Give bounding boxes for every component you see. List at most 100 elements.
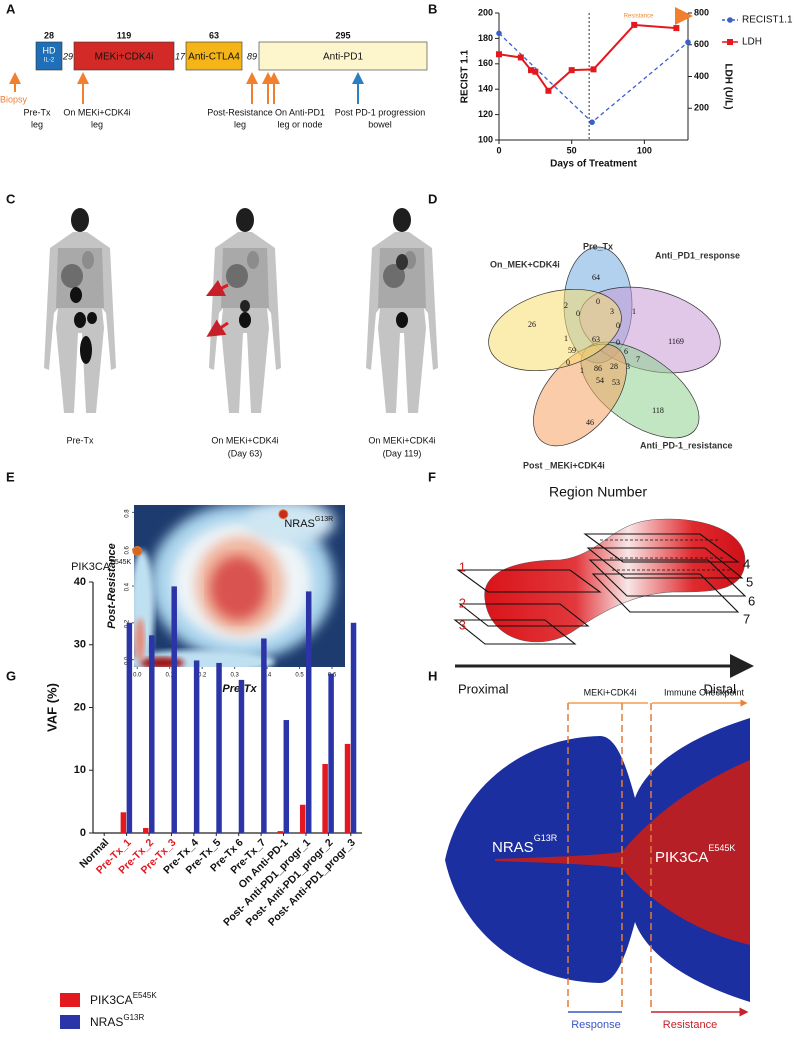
x-tick-label: 50 — [567, 145, 577, 155]
region-title: Region Number — [549, 484, 647, 500]
venn-set — [533, 343, 627, 447]
venn-count: 46 — [586, 418, 594, 427]
x-tick-label: 0.3 — [230, 673, 239, 679]
x-axis-title: Days of Treatment — [550, 159, 637, 170]
bar — [322, 763, 328, 833]
label: NRASG13R — [284, 516, 333, 530]
venn-count: 86 — [594, 364, 602, 373]
venn-count: 6 — [624, 347, 628, 356]
y-axis-title: RECIST 1.1 — [460, 49, 471, 103]
y-tick-label: 0.8 — [125, 509, 131, 518]
legend-marker — [727, 39, 733, 45]
venn-set-label: Anti_PD1_response — [655, 250, 740, 260]
gap-days: 17 — [175, 51, 186, 61]
region-number: 6 — [748, 593, 755, 608]
marker — [517, 54, 524, 61]
venn-count: 63 — [592, 335, 600, 344]
lesion — [80, 336, 92, 364]
region-number: 2 — [459, 595, 466, 610]
scan-image — [366, 208, 438, 413]
y-tick-label: 20 — [74, 701, 86, 713]
legend-swatch — [60, 1015, 80, 1029]
point — [278, 509, 289, 520]
clone-name: NRAS — [492, 839, 534, 856]
label: PIK3CAE545K — [90, 991, 157, 1007]
biopsy-name: Post PD-1 progression — [335, 107, 426, 117]
y2-tick-label: 200 — [694, 103, 709, 113]
x-tick-label: 0 — [496, 145, 501, 155]
biopsy-site: leg or node — [277, 119, 322, 129]
block-label: MEKi+CDK4i — [95, 52, 154, 63]
superscript: E545K — [110, 559, 131, 566]
block-days: 28 — [44, 30, 54, 40]
venn-count: 1169 — [668, 337, 684, 346]
venn: Pre_Tx Anti_PD1_response Anti_PD-1_resis… — [488, 241, 740, 470]
y2-tick-label: 600 — [694, 39, 709, 49]
clone-superscript: E545K — [708, 843, 735, 853]
scan-arrow — [206, 319, 229, 337]
venn-count: 1 — [580, 366, 584, 375]
name: PIK3CA — [71, 561, 111, 573]
venn-count: 26 — [528, 320, 536, 329]
clone-label: PIK3CAE545K — [655, 843, 735, 866]
marker — [673, 25, 680, 32]
venn-set-label: On_MEK+CDK4i — [490, 259, 560, 269]
bar — [120, 812, 127, 833]
venn-set-label: Anti_PD-1_resistance — [640, 440, 733, 450]
timeline-block — [258, 41, 428, 71]
x-tick-label: 0.1 — [166, 673, 175, 679]
marker — [631, 21, 638, 28]
venn-count: 64 — [592, 273, 600, 282]
bar — [305, 591, 312, 833]
outcome-label: Resistance — [663, 1019, 717, 1031]
fish-plot: MEKi+CDK4i Immune Checkpoint NRASG13R PI… — [445, 687, 750, 1031]
bar — [171, 586, 177, 833]
bar — [261, 638, 267, 833]
biopsy-name: On Anti-PD1 — [275, 107, 325, 117]
name: NRAS — [90, 1015, 123, 1029]
panel-label: F — [428, 469, 436, 484]
density-blob — [210, 556, 266, 620]
y-tick-label: 200 — [478, 7, 493, 17]
bar — [350, 622, 357, 833]
panel-label: E — [6, 469, 15, 484]
marker — [545, 87, 552, 94]
section-plane — [591, 573, 740, 613]
section-plane — [453, 619, 577, 645]
section-plane — [586, 547, 744, 579]
gap-days: 29 — [62, 51, 73, 61]
gap-days: 89 — [247, 51, 257, 61]
block-label: HD — [43, 45, 56, 55]
density-map — [134, 505, 345, 667]
lesion — [240, 300, 250, 312]
scan-caption: Pre-Tx — [67, 435, 95, 445]
venn-count: 0 — [566, 358, 570, 367]
phase-label: Immune Checkpoint — [664, 687, 745, 697]
density-blob — [135, 618, 145, 662]
venn-set-label: Post _MEKi+CDK4i — [523, 460, 605, 470]
venn-count: 3 — [610, 307, 614, 316]
section-plane — [588, 559, 747, 597]
outcome-label: Response — [571, 1019, 621, 1031]
phase-lines — [567, 703, 652, 1008]
marker — [685, 39, 691, 46]
y-tick-label: 100 — [478, 134, 493, 144]
biopsy-name: On MEKi+CDK4i — [63, 107, 130, 117]
legend-marker — [727, 17, 733, 23]
y-tick-label: 40 — [74, 576, 86, 588]
clone-superscript: G13R — [534, 833, 558, 843]
y-tick-label: 30 — [74, 639, 86, 651]
bar — [143, 827, 149, 833]
venn-count: 0 — [596, 297, 600, 306]
bar — [216, 662, 222, 833]
annotation-label: Resistance — [624, 14, 654, 20]
block-label: Anti-CTLA4 — [188, 52, 240, 63]
x-tick-label: 0.2 — [198, 673, 207, 679]
biopsy-site: bowel — [368, 119, 392, 129]
y2-tick-label: 400 — [694, 71, 709, 81]
lesion — [87, 312, 97, 324]
venn-set-label: Pre_Tx — [583, 241, 613, 251]
phase-label: MEKi+CDK4i — [584, 687, 637, 697]
